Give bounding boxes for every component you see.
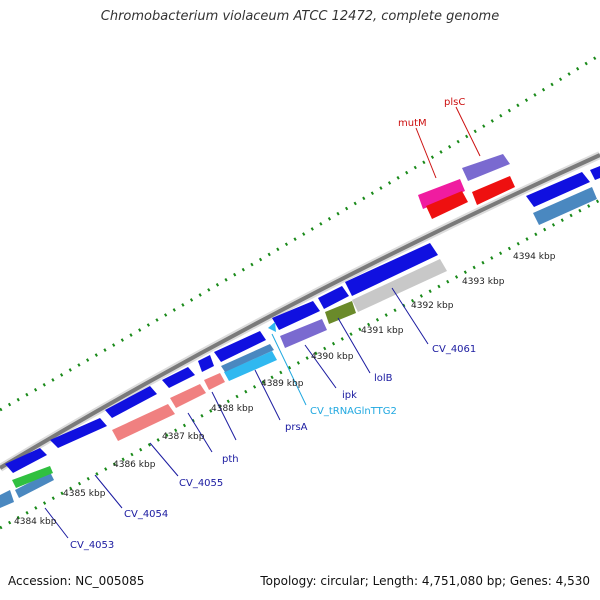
leader-plsc xyxy=(455,106,481,157)
gene-arrow[interactable] xyxy=(590,166,600,180)
gene-label-cv4055: CV_4055 xyxy=(179,478,223,489)
gene-arrow[interactable] xyxy=(272,301,320,330)
gene-arrow[interactable] xyxy=(162,367,195,388)
inner-tick-ring xyxy=(0,198,600,530)
gene-label-plsc: plsC xyxy=(444,97,465,108)
scale-label: 4392 kbp xyxy=(411,301,454,311)
scale-label: 4394 kbp xyxy=(513,252,556,262)
gene-label-cv4053: CV_4053 xyxy=(70,540,114,551)
scale-label: 4385 kbp xyxy=(63,489,106,499)
gene-arrow[interactable] xyxy=(50,418,107,448)
leader-ipk xyxy=(304,344,337,389)
scale-label: 4387 kbp xyxy=(162,432,205,442)
scale-label: 4384 kbp xyxy=(14,517,57,527)
leader-cv4053 xyxy=(44,507,69,539)
gene-arrow[interactable] xyxy=(5,448,47,473)
gene-mutm[interactable] xyxy=(418,179,465,209)
gene-box[interactable] xyxy=(221,344,274,372)
map-title: Chromobacterium violaceum ATCC 12472, co… xyxy=(100,9,500,24)
gene-arrow[interactable] xyxy=(105,386,157,418)
gene-ipk[interactable] xyxy=(280,319,327,348)
gene-arrow[interactable] xyxy=(198,355,214,372)
gene-label-cv4054: CV_4054 xyxy=(124,509,168,520)
gene-arrow[interactable] xyxy=(526,172,590,207)
gene-lolb[interactable] xyxy=(325,301,356,324)
scale-label: 4393 kbp xyxy=(462,277,505,287)
reverse-strand-features xyxy=(0,176,597,508)
gene-label-mutm: mutM xyxy=(398,118,427,129)
leader-cv4055 xyxy=(149,442,179,477)
gene-arrow[interactable] xyxy=(345,243,438,296)
scale-label: 4386 kbp xyxy=(113,460,156,470)
gene-trna[interactable] xyxy=(268,322,276,332)
gene-label-trna: CV_tRNAGlnTTG2 xyxy=(310,406,397,417)
leader-mutm xyxy=(415,127,437,179)
gene-label-pth: pth xyxy=(222,454,239,465)
gene-box[interactable] xyxy=(0,490,14,508)
leader-prsa xyxy=(254,369,281,421)
forward-strand-features xyxy=(5,154,600,473)
gene-pth[interactable] xyxy=(170,384,206,408)
gene-plsc[interactable] xyxy=(462,154,510,181)
gene-cv4055[interactable] xyxy=(112,404,175,441)
gene-label-cv4061: CV_4061 xyxy=(432,344,476,355)
leader-trna xyxy=(271,333,307,406)
gene-label-prsa: prsA xyxy=(285,422,308,433)
leader-cv4054 xyxy=(94,474,123,509)
leader-rply xyxy=(211,391,237,441)
gene-label-ipk: ipk xyxy=(342,390,357,401)
scale-label: 4389 kbp xyxy=(261,379,304,389)
genome-summary-text: Topology: circular; Length: 4,751,080 bp… xyxy=(260,574,590,588)
gene-label-lolb: lolB xyxy=(374,373,393,384)
scale-label: 4388 kbp xyxy=(211,404,254,414)
gene-cv4061[interactable] xyxy=(352,259,447,312)
outer-tick-ring xyxy=(0,53,600,412)
gene-box[interactable] xyxy=(533,187,597,225)
leader-lolb xyxy=(337,317,371,374)
gene-cv4053[interactable] xyxy=(15,472,54,498)
gene-box[interactable] xyxy=(472,176,515,205)
gene-rply[interactable] xyxy=(204,373,225,390)
gene-prsa[interactable] xyxy=(224,351,277,381)
gene-box[interactable] xyxy=(12,466,53,488)
gene-arrow[interactable] xyxy=(214,331,266,362)
gene-arrow[interactable] xyxy=(318,286,349,309)
scale-label: 4391 kbp xyxy=(361,326,404,336)
scale-label: 4390 kbp xyxy=(311,352,354,362)
leader-pth xyxy=(187,412,213,453)
label-leaders xyxy=(44,106,481,539)
leader-cv4061 xyxy=(391,287,429,345)
gene-box[interactable] xyxy=(426,191,468,219)
genome-backbone xyxy=(0,153,600,470)
accession-text: Accession: NC_005085 xyxy=(8,574,145,588)
